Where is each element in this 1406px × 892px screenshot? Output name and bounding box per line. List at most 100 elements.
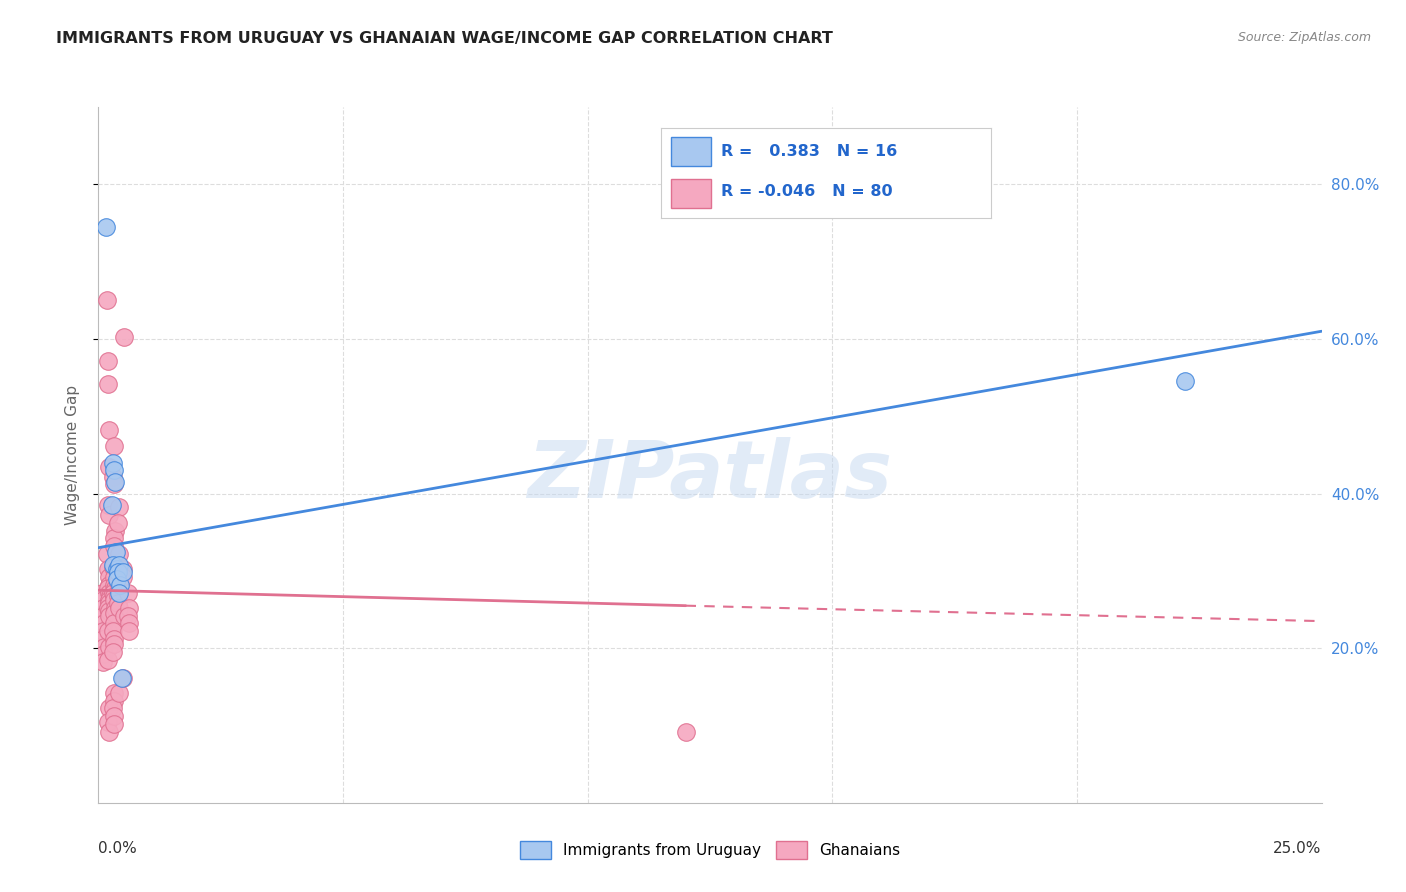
Point: [94, 219, 117, 234]
Point: [103, 475, 125, 489]
Point: [112, 330, 135, 344]
Point: [91, 593, 114, 607]
Point: [97, 714, 120, 729]
Text: ZIPatlas: ZIPatlas: [527, 437, 893, 515]
Point: [91, 608, 114, 623]
Point: [101, 645, 124, 659]
Point: [103, 694, 125, 708]
Point: [104, 544, 127, 558]
Point: [108, 500, 131, 515]
Point: [97, 578, 120, 592]
Point: [107, 516, 129, 530]
Point: [105, 572, 128, 586]
Point: [111, 562, 134, 576]
Point: [107, 566, 129, 580]
Point: [101, 560, 124, 574]
Point: [97, 498, 120, 512]
Point: [103, 709, 125, 723]
Point: [103, 717, 125, 731]
Point: [93, 648, 115, 662]
Point: [107, 596, 129, 610]
Point: [103, 607, 125, 621]
Point: [103, 581, 125, 595]
Point: [107, 575, 129, 590]
Point: [91, 585, 114, 599]
Point: [112, 570, 135, 584]
Point: [97, 562, 120, 576]
Point: [98, 508, 121, 523]
Point: [103, 439, 125, 453]
Point: [103, 593, 125, 607]
Y-axis label: Wage/Income Gap: Wage/Income Gap: [65, 384, 80, 525]
Text: Source: ZipAtlas.com: Source: ZipAtlas.com: [1237, 31, 1371, 45]
Point: [675, 724, 697, 739]
Point: [108, 585, 131, 599]
Point: [101, 585, 124, 599]
Point: [101, 456, 124, 470]
Point: [96, 547, 118, 561]
Point: [103, 637, 125, 651]
Point: [108, 558, 131, 572]
Point: [91, 624, 114, 639]
Point: [91, 601, 114, 615]
Point: [117, 608, 139, 623]
Point: [103, 686, 125, 700]
Point: [93, 640, 115, 654]
Point: [103, 539, 125, 553]
Point: [1174, 375, 1197, 389]
Point: [97, 376, 120, 391]
Point: [118, 624, 141, 639]
Point: [97, 353, 120, 368]
Point: [98, 570, 121, 584]
Point: [103, 632, 125, 646]
Bar: [671, 137, 710, 166]
Point: [91, 632, 114, 646]
Text: 0.0%: 0.0%: [98, 841, 138, 856]
Point: [98, 608, 121, 623]
Point: [118, 601, 141, 615]
Point: [103, 570, 125, 584]
Point: [112, 608, 135, 623]
Point: [103, 616, 125, 631]
Point: [97, 604, 120, 618]
Bar: [671, 178, 710, 208]
Point: [111, 671, 134, 685]
Point: [107, 589, 129, 603]
Point: [97, 593, 120, 607]
Text: R =   0.383   N = 16: R = 0.383 N = 16: [720, 144, 897, 159]
Point: [108, 686, 131, 700]
Point: [93, 616, 115, 631]
Text: R = -0.046   N = 80: R = -0.046 N = 80: [720, 184, 893, 199]
Point: [110, 578, 132, 592]
Point: [117, 585, 139, 599]
Point: [91, 655, 114, 669]
Point: [108, 585, 131, 599]
Point: [98, 596, 121, 610]
Point: [101, 624, 124, 639]
Point: [97, 653, 120, 667]
Point: [103, 601, 125, 615]
Point: [103, 463, 125, 477]
Point: [97, 640, 120, 654]
Point: [103, 532, 125, 546]
Point: [97, 724, 120, 739]
Point: [103, 477, 125, 491]
Point: [98, 423, 121, 437]
Point: [98, 701, 121, 715]
Text: IMMIGRANTS FROM URUGUAY VS GHANAIAN WAGE/INCOME GAP CORRELATION CHART: IMMIGRANTS FROM URUGUAY VS GHANAIAN WAGE…: [56, 31, 834, 46]
Point: [101, 701, 124, 715]
Point: [108, 601, 131, 615]
Point: [98, 589, 121, 603]
Point: [111, 671, 134, 685]
Point: [101, 558, 124, 572]
Point: [103, 589, 125, 603]
Point: [97, 624, 120, 639]
Point: [118, 616, 141, 631]
Point: [97, 601, 120, 615]
Text: 25.0%: 25.0%: [1274, 841, 1322, 856]
Point: [101, 498, 124, 512]
Point: [96, 293, 118, 308]
Point: [105, 562, 128, 576]
Legend: Immigrants from Uruguay, Ghanaians: Immigrants from Uruguay, Ghanaians: [515, 835, 905, 864]
Point: [103, 578, 125, 592]
